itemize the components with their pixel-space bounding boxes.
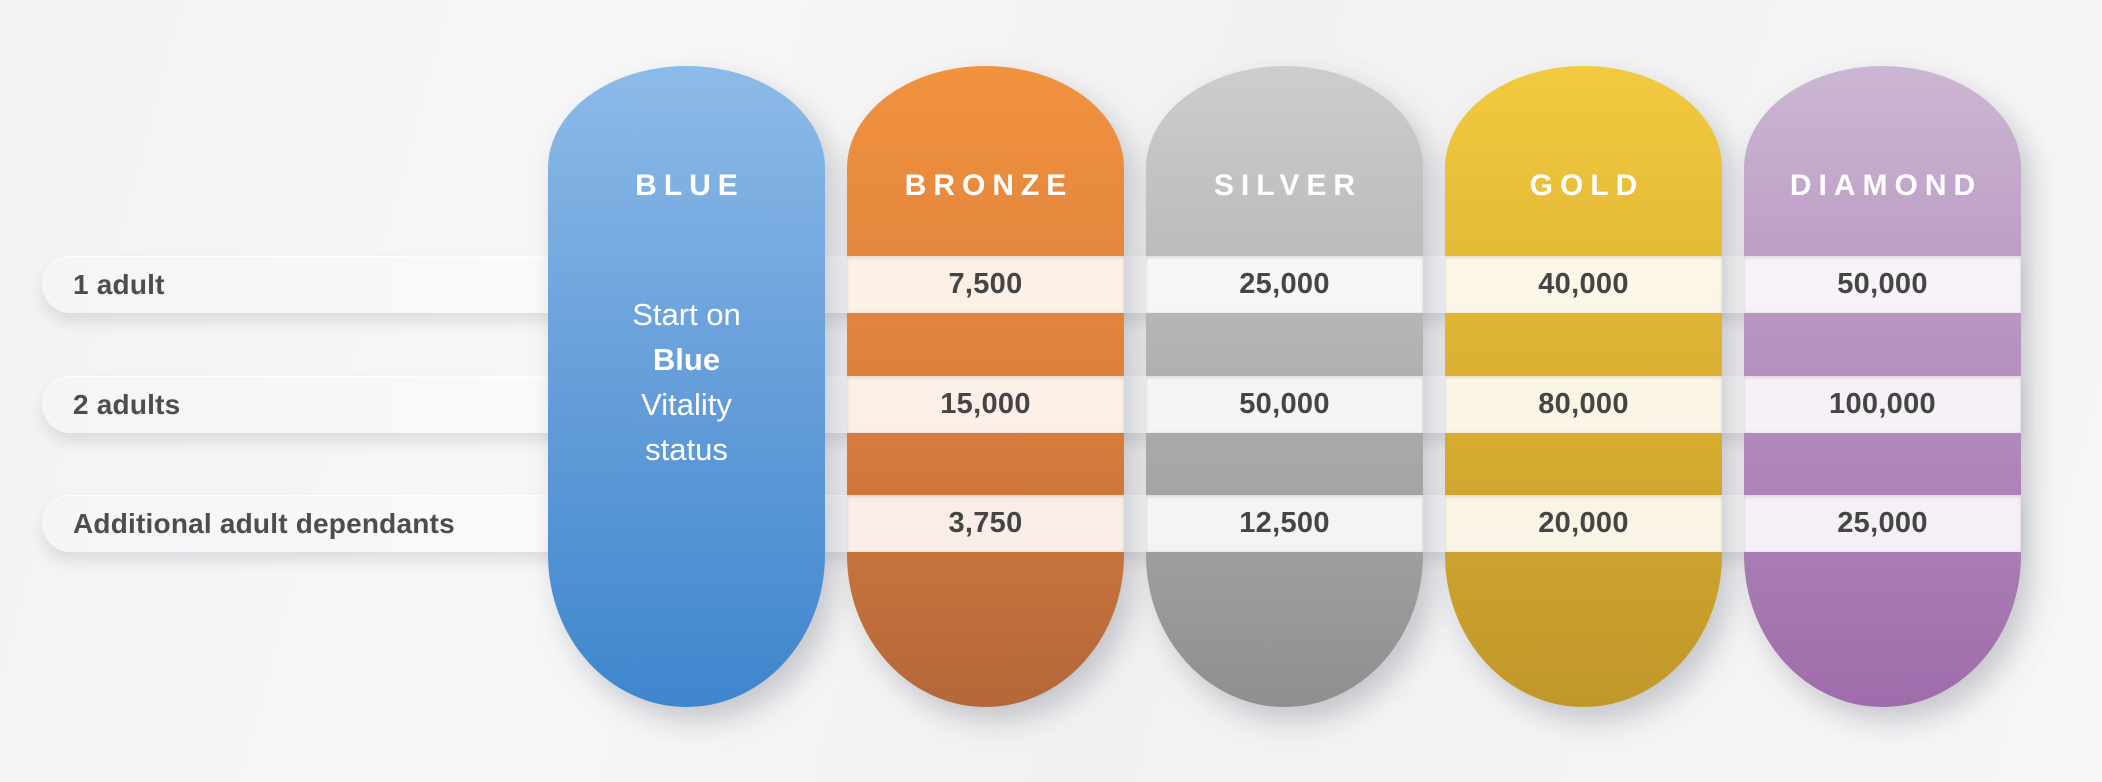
blue-message-line: status	[645, 432, 728, 467]
value-cell: 25,000	[1744, 495, 2021, 552]
tier-name-label: SILVER	[1213, 169, 1363, 202]
blue-message-line: Start on	[632, 297, 741, 332]
points-value: 25,000	[1837, 507, 1928, 539]
points-value: 7,500	[948, 268, 1023, 300]
points-value: 50,000	[1239, 388, 1330, 420]
points-value: 25,000	[1239, 268, 1330, 300]
points-value: 40,000	[1538, 268, 1629, 300]
blue-status-message: Start on Blue Vitality status	[548, 292, 825, 472]
points-value: 50,000	[1837, 268, 1928, 300]
points-value: 12,500	[1239, 507, 1330, 539]
row-label: Additional adult dependants	[73, 507, 455, 539]
points-value: 3,750	[948, 507, 1023, 539]
tier-name-label: BLUE	[635, 169, 745, 202]
value-cell: 40,000	[1445, 256, 1722, 313]
points-value: 20,000	[1538, 507, 1629, 539]
value-cell: 3,750	[847, 495, 1124, 552]
tier-name-label: BRONZE	[904, 169, 1074, 202]
value-cell: 80,000	[1445, 376, 1722, 433]
value-cell: 100,000	[1744, 376, 2021, 433]
tier-pill-blue: BLUE Start on Blue Vitality status	[548, 66, 825, 707]
value-cell: 50,000	[1146, 376, 1423, 433]
points-value: 100,000	[1829, 388, 1936, 420]
row-label: 1 adult	[73, 268, 165, 300]
value-cell: 12,500	[1146, 495, 1423, 552]
tier-pill-bronze: BRONZE 7,500 15,000 3,750	[847, 66, 1124, 707]
points-value: 15,000	[940, 388, 1031, 420]
points-value: 80,000	[1538, 388, 1629, 420]
blue-message-line: Vitality	[641, 387, 732, 422]
value-cell: 25,000	[1146, 256, 1423, 313]
value-cell: 50,000	[1744, 256, 2021, 313]
tier-pill-gold: GOLD 40,000 80,000 20,000	[1445, 66, 1722, 707]
value-cell: 15,000	[847, 376, 1124, 433]
tier-name-label: DIAMOND	[1789, 169, 1983, 202]
value-cell: 7,500	[847, 256, 1124, 313]
row-label: 2 adults	[73, 388, 181, 420]
tier-pill-silver: SILVER 25,000 50,000 12,500	[1146, 66, 1423, 707]
tier-name-label: GOLD	[1529, 169, 1645, 202]
blue-message-line: Blue	[652, 342, 721, 377]
tier-pill-diamond: DIAMOND 50,000 100,000 25,000	[1744, 66, 2021, 707]
value-cell: 20,000	[1445, 495, 1722, 552]
